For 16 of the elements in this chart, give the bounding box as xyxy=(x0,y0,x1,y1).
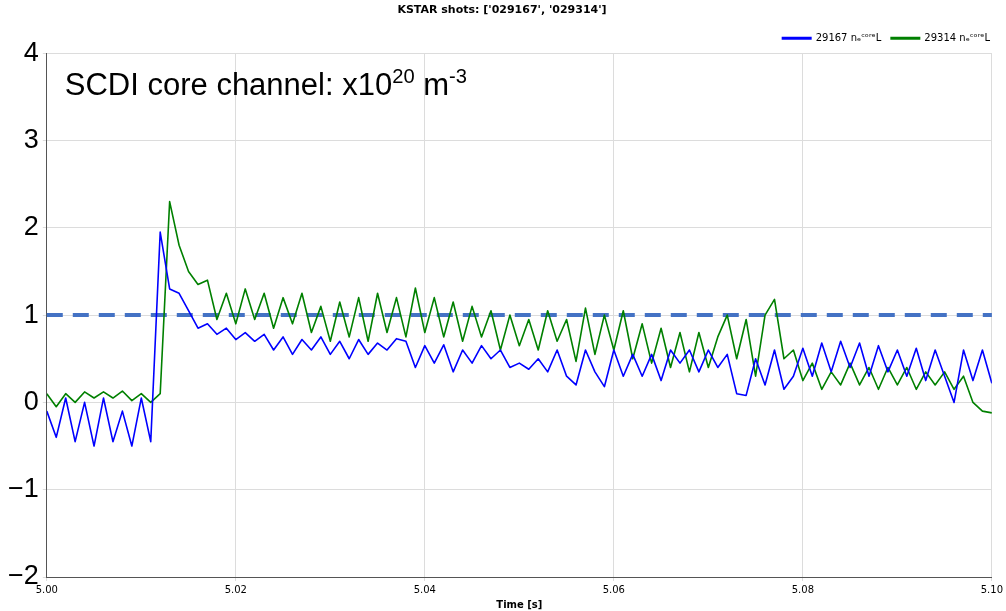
y-tick-label: 4 xyxy=(23,36,39,67)
y-tick-label: 3 xyxy=(23,123,39,154)
chart-title: KSTAR shots: ['029167', '029314'] xyxy=(397,3,607,17)
x-tick-label: 5.04 xyxy=(413,583,436,595)
x-tick-label: 5.00 xyxy=(35,583,58,595)
legend-label: 29314 nₑᶜᵒʳᵉL xyxy=(924,31,991,43)
x-tick-label: 5.10 xyxy=(980,583,1003,595)
x-tick-label: 5.02 xyxy=(224,583,247,595)
x-tick-label: 5.06 xyxy=(602,583,625,595)
x-tick-label: 5.08 xyxy=(791,583,814,595)
y-tick-label: 2 xyxy=(23,211,39,242)
legend-label: 29167 nₑᶜᵒʳᵉL xyxy=(815,31,882,43)
x-axis-title: Time [s] xyxy=(496,598,543,610)
y-tick-label: −1 xyxy=(7,473,39,504)
y-tick-label: 0 xyxy=(23,385,39,416)
y-tick-label: 1 xyxy=(23,298,39,329)
